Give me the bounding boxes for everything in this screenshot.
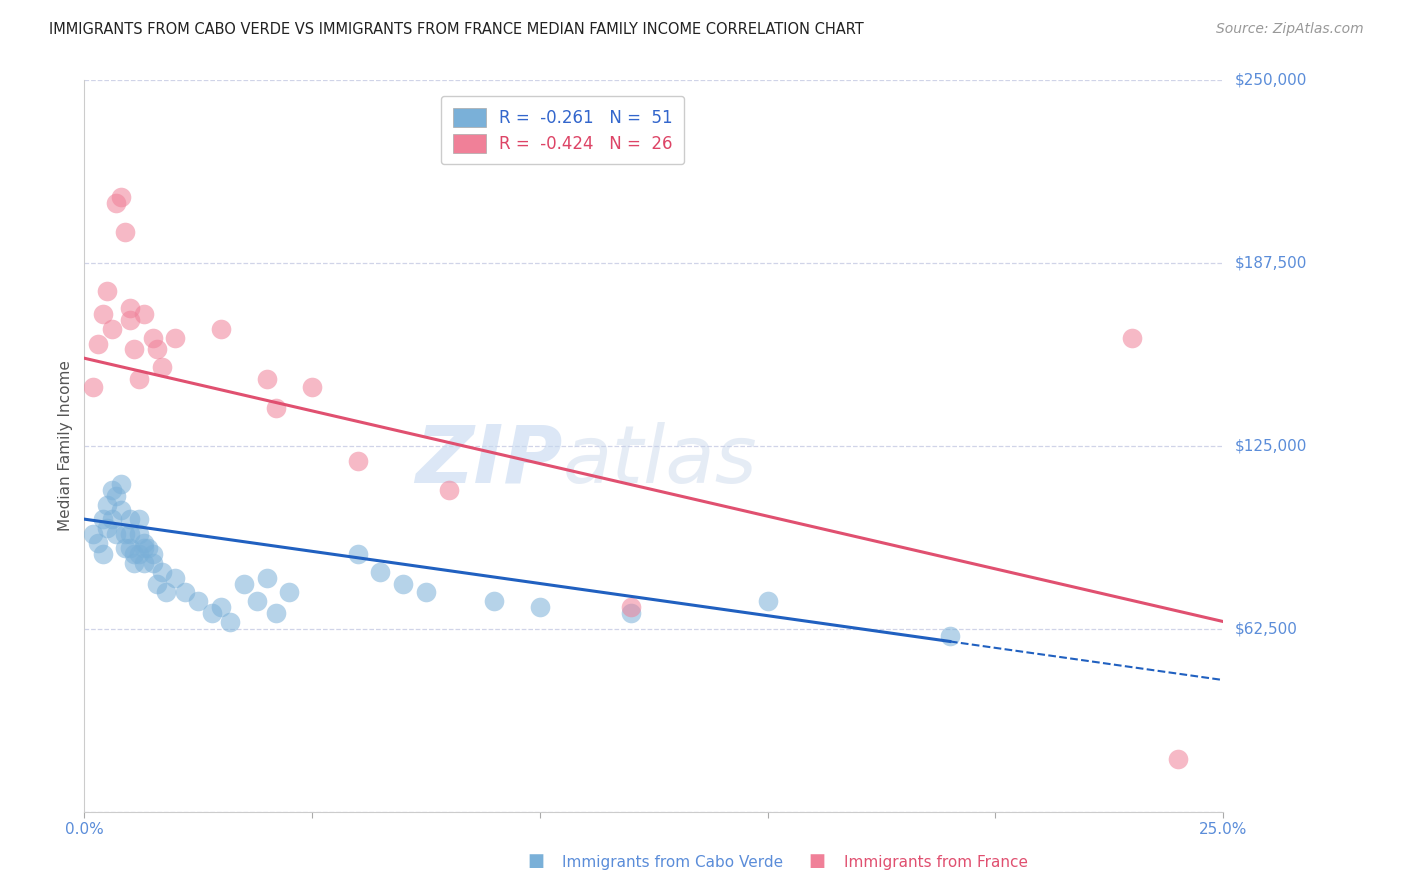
- Point: [82, 380, 104, 394]
- Point: [209, 599, 232, 614]
- Point: [301, 380, 323, 394]
- Point: [87, 336, 110, 351]
- Point: [150, 359, 173, 374]
- Point: [620, 606, 643, 620]
- Point: [128, 512, 150, 526]
- Point: [87, 535, 110, 549]
- Point: [105, 196, 128, 211]
- Text: Source: ZipAtlas.com: Source: ZipAtlas.com: [1216, 22, 1364, 37]
- Point: [110, 190, 132, 204]
- Text: ■: ■: [808, 852, 825, 870]
- Point: [256, 372, 278, 386]
- Point: [346, 453, 368, 467]
- Point: [100, 483, 122, 497]
- Point: [124, 556, 146, 570]
- Point: [256, 571, 278, 585]
- Point: [128, 547, 150, 561]
- Point: [484, 594, 506, 608]
- Point: [150, 565, 173, 579]
- Text: atlas: atlas: [562, 422, 758, 500]
- Point: [146, 343, 169, 357]
- Point: [173, 585, 195, 599]
- Point: [165, 571, 187, 585]
- Point: [100, 512, 122, 526]
- Point: [939, 629, 962, 643]
- Point: [620, 599, 643, 614]
- Point: [118, 301, 141, 316]
- Point: [132, 535, 155, 549]
- Text: $250,000: $250,000: [1234, 73, 1306, 87]
- Point: [114, 226, 136, 240]
- Point: [756, 594, 779, 608]
- Point: [96, 284, 118, 298]
- Point: [415, 585, 437, 599]
- Point: [132, 556, 155, 570]
- Point: [370, 565, 392, 579]
- Point: [128, 372, 150, 386]
- Point: [91, 307, 114, 321]
- Text: $62,500: $62,500: [1234, 622, 1298, 636]
- Point: [118, 541, 141, 556]
- Point: [201, 606, 224, 620]
- Point: [278, 585, 301, 599]
- Point: [118, 313, 141, 327]
- Text: Immigrants from Cabo Verde: Immigrants from Cabo Verde: [562, 855, 783, 870]
- Point: [136, 541, 159, 556]
- Point: [132, 307, 155, 321]
- Point: [155, 585, 177, 599]
- Point: [82, 526, 104, 541]
- Text: $125,000: $125,000: [1234, 439, 1306, 453]
- Point: [128, 526, 150, 541]
- Point: [232, 576, 254, 591]
- Point: [264, 606, 287, 620]
- Point: [437, 483, 460, 497]
- Point: [219, 615, 242, 629]
- Point: [392, 576, 415, 591]
- Legend: R =  -0.261   N =  51, R =  -0.424   N =  26: R = -0.261 N = 51, R = -0.424 N = 26: [441, 96, 685, 164]
- Point: [264, 401, 287, 415]
- Point: [118, 512, 141, 526]
- Point: [105, 526, 128, 541]
- Point: [209, 322, 232, 336]
- Point: [132, 541, 155, 556]
- Y-axis label: Median Family Income: Median Family Income: [58, 360, 73, 532]
- Point: [91, 512, 114, 526]
- Text: Immigrants from France: Immigrants from France: [844, 855, 1028, 870]
- Point: [91, 547, 114, 561]
- Point: [96, 498, 118, 512]
- Text: ■: ■: [527, 852, 544, 870]
- Point: [165, 331, 187, 345]
- Point: [1167, 752, 1189, 766]
- Point: [146, 576, 169, 591]
- Point: [142, 556, 165, 570]
- Point: [124, 343, 146, 357]
- Point: [124, 547, 146, 561]
- Point: [110, 503, 132, 517]
- Point: [246, 594, 269, 608]
- Text: $187,500: $187,500: [1234, 256, 1306, 270]
- Point: [114, 541, 136, 556]
- Point: [118, 526, 141, 541]
- Text: ZIP: ZIP: [415, 422, 562, 500]
- Point: [114, 526, 136, 541]
- Point: [187, 594, 209, 608]
- Point: [346, 547, 368, 561]
- Text: IMMIGRANTS FROM CABO VERDE VS IMMIGRANTS FROM FRANCE MEDIAN FAMILY INCOME CORREL: IMMIGRANTS FROM CABO VERDE VS IMMIGRANTS…: [49, 22, 863, 37]
- Point: [110, 477, 132, 491]
- Point: [96, 521, 118, 535]
- Point: [105, 489, 128, 503]
- Point: [142, 547, 165, 561]
- Point: [100, 322, 122, 336]
- Point: [529, 599, 551, 614]
- Point: [1121, 331, 1143, 345]
- Point: [142, 331, 165, 345]
